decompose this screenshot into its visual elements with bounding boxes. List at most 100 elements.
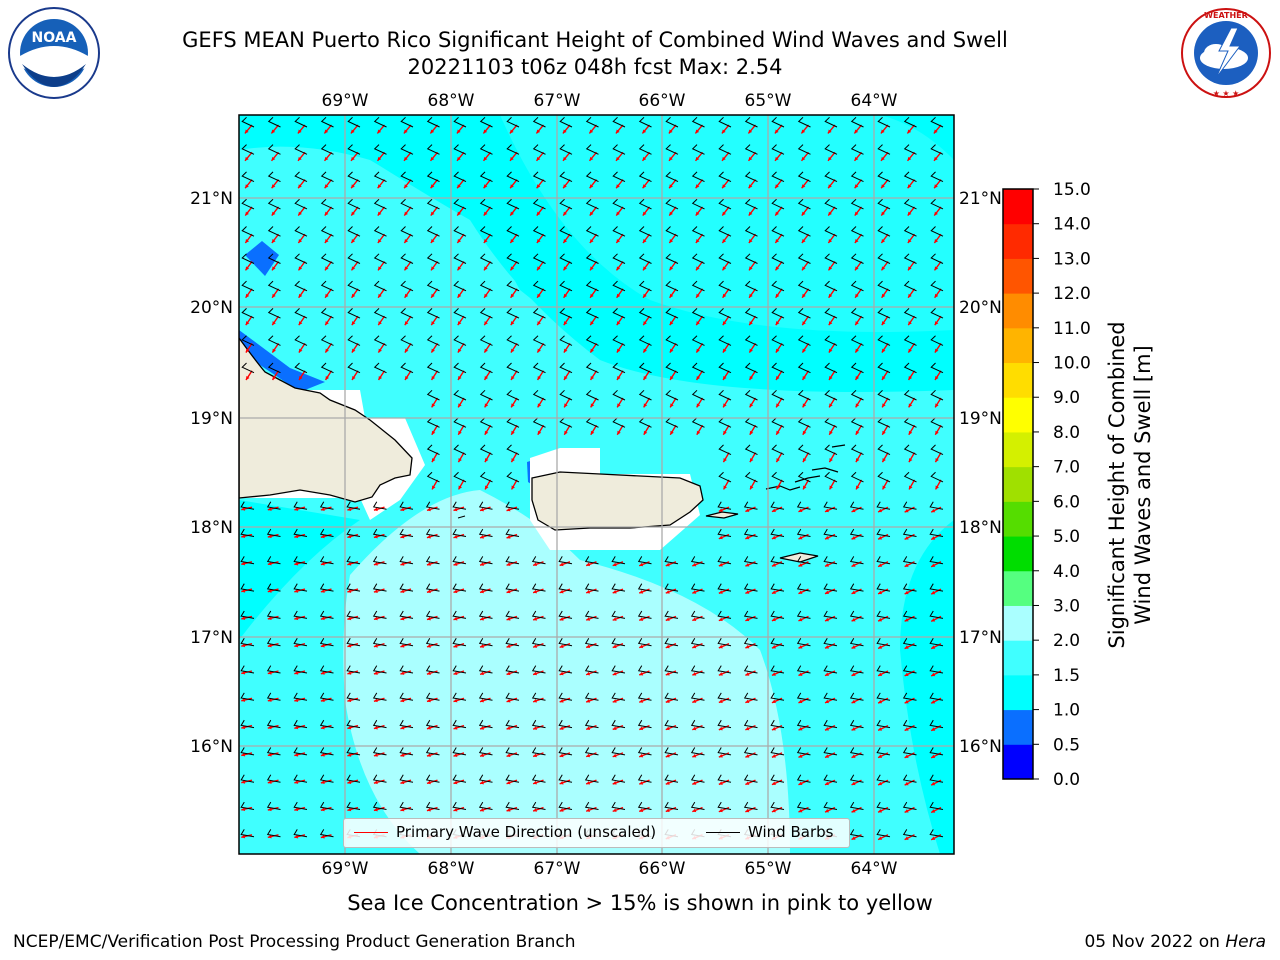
wave-arrow-head <box>403 129 408 134</box>
wave-arrow-head <box>828 156 832 161</box>
legend-wind-barbs: Wind Barbs <box>706 823 833 841</box>
wave-arrow-head <box>718 808 723 813</box>
wave-arrow-head <box>718 699 723 703</box>
wind-barb <box>347 335 361 346</box>
wind-barb <box>452 801 467 810</box>
wave-arrow-head <box>771 617 776 622</box>
wind-barb <box>531 801 546 810</box>
colorbar-bin <box>1003 605 1033 641</box>
wind-barb <box>559 417 573 428</box>
land-hispaniola <box>239 336 413 503</box>
wind-barb <box>506 144 520 155</box>
legend-barb-label: Wind Barbs <box>748 823 834 841</box>
wave-arrow-head <box>642 211 647 216</box>
wind-barb <box>347 171 361 183</box>
wave-arrow-head <box>267 534 272 539</box>
wind-barb <box>558 747 573 756</box>
wave-arrow-head <box>378 266 382 271</box>
wind-barb <box>372 774 387 783</box>
wave-arrow-head <box>480 507 484 512</box>
wave-arrow-head <box>294 698 299 702</box>
wind-barb <box>690 665 705 674</box>
wind-barb <box>506 471 520 483</box>
wind-barb <box>824 389 838 401</box>
wind-barb <box>797 144 811 155</box>
wind-barb <box>850 335 864 346</box>
colorbar-bin <box>1003 501 1033 537</box>
wave-arrow-head <box>745 781 750 785</box>
colorbar-bin <box>1003 466 1033 502</box>
wave-arrow-head <box>537 266 541 271</box>
wave-arrow-head <box>559 753 564 758</box>
wind-barb <box>664 774 679 783</box>
wave-arrow-head <box>245 239 250 243</box>
wave-arrow-head <box>931 508 936 513</box>
wave-arrow-head <box>934 266 939 271</box>
wind-barb <box>320 362 334 374</box>
wave-arrow-head <box>775 156 779 161</box>
wave-arrow-head <box>299 375 303 380</box>
wave-arrow-head <box>908 321 912 326</box>
wave-arrow-head <box>562 129 567 134</box>
wind-barb <box>372 692 387 701</box>
wave-arrow-head <box>798 563 803 567</box>
wave-arrow-head <box>878 781 883 786</box>
wind-barb <box>585 280 599 292</box>
wind-barb <box>718 280 732 292</box>
wind-barb <box>531 610 546 619</box>
wind-barb <box>929 829 944 838</box>
wind-barb <box>744 253 758 264</box>
wave-arrow-head <box>801 184 806 189</box>
wind-barb <box>293 665 308 674</box>
wave-arrow-head <box>825 590 829 594</box>
wave-arrow-head <box>771 563 776 567</box>
wind-barb <box>850 253 864 264</box>
wave-arrow-head <box>589 156 594 161</box>
wind-barb <box>505 583 520 592</box>
wave-arrow-head <box>324 129 329 134</box>
wind-barb <box>267 253 281 264</box>
wave-arrow-head <box>590 321 594 326</box>
wind-barb <box>823 556 838 565</box>
wave-arrow-head <box>851 645 856 649</box>
wave-arrow-head <box>590 375 595 380</box>
wind-barb <box>796 501 811 510</box>
colorbar-bin <box>1003 570 1033 606</box>
wind-barb <box>240 556 255 565</box>
wind-barb <box>453 253 467 264</box>
wind-barb <box>850 417 864 428</box>
wind-barb <box>929 610 944 619</box>
wind-barb <box>744 144 758 155</box>
wind-barb <box>426 471 440 483</box>
wave-arrow-head <box>745 590 750 594</box>
wind-barb <box>531 665 546 674</box>
wind-barb <box>665 417 679 428</box>
wave-arrow-head <box>537 321 541 326</box>
wave-arrow-head <box>325 293 329 298</box>
wind-barb <box>532 308 546 319</box>
wind-barb <box>612 308 626 319</box>
wave-arrow-head <box>267 698 272 702</box>
lat-label-right: 21°N <box>959 189 1002 209</box>
wind-barb <box>665 280 679 292</box>
wave-arrow-head <box>480 807 484 812</box>
lon-label-bottom: 69°W <box>322 859 369 879</box>
wave-arrow-head <box>563 321 568 326</box>
wind-barb <box>346 556 361 565</box>
wind-barb <box>452 528 467 537</box>
wind-barb <box>506 116 520 128</box>
wind-barb <box>266 665 281 674</box>
wave-arrow-head <box>506 780 511 785</box>
wave-arrow-head <box>771 726 776 731</box>
wind-barb <box>797 171 811 183</box>
wave-arrow-head <box>718 508 723 512</box>
wind-barb <box>823 801 838 810</box>
wind-barb <box>426 226 440 237</box>
wave-arrow-head <box>484 430 489 435</box>
wave-arrow-head <box>935 403 939 408</box>
wind-barb <box>399 801 414 810</box>
wind-barb <box>372 801 387 810</box>
wind-barb <box>293 556 308 565</box>
wave-arrow-head <box>400 780 405 785</box>
wind-barb <box>717 747 732 756</box>
